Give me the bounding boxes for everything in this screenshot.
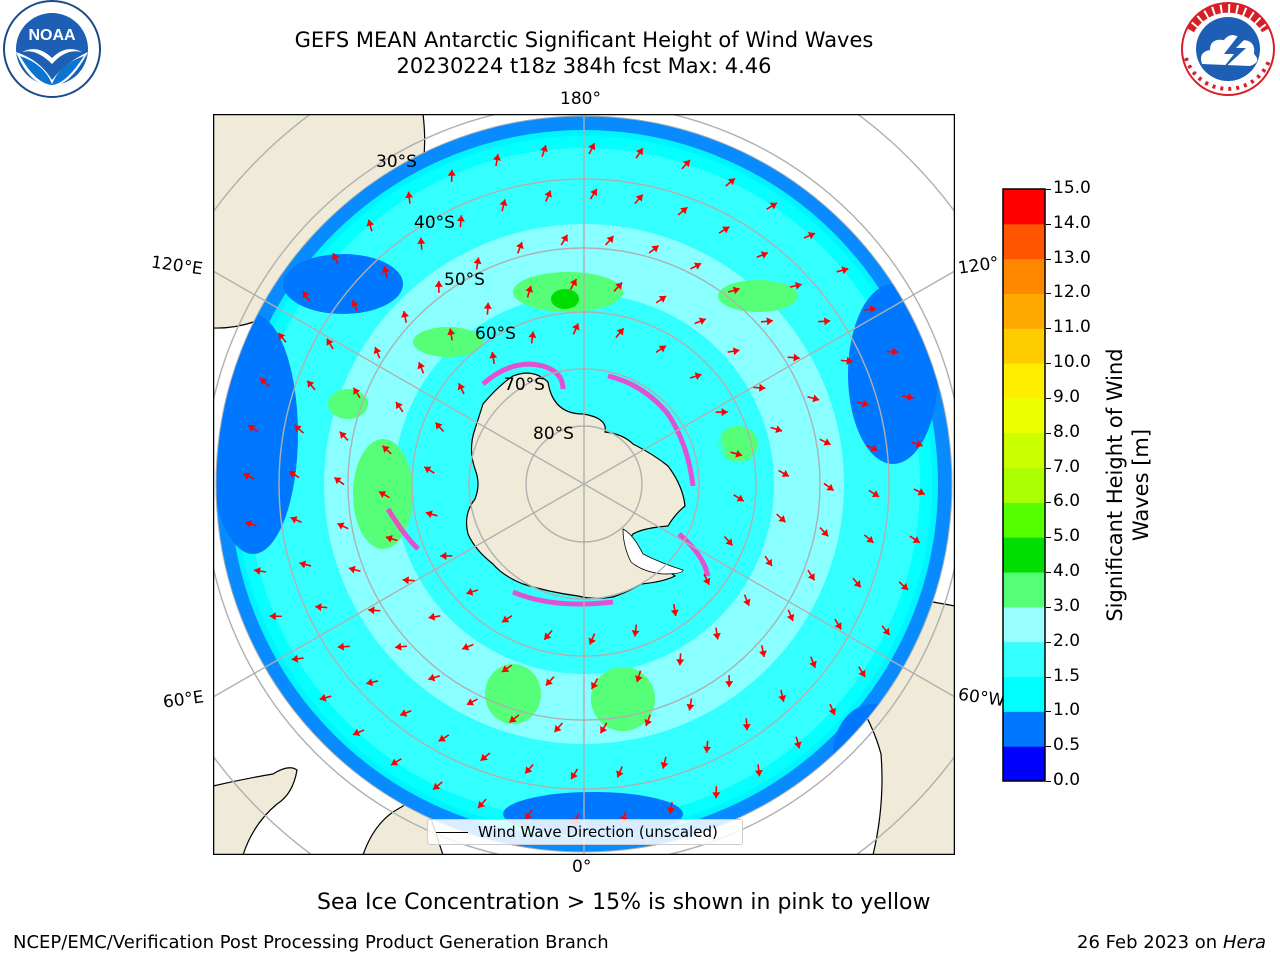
colorbar-tick-mark xyxy=(1046,572,1051,573)
nws-logo xyxy=(1176,0,1280,100)
colorbar-tick-label: 14.0 xyxy=(1053,213,1113,233)
colorbar-bin xyxy=(1003,224,1045,259)
colorbar-tick-label: 0.0 xyxy=(1053,770,1113,790)
footer-host: Hera xyxy=(1223,932,1266,953)
colorbar-bin xyxy=(1003,328,1045,363)
colorbar-tick-label: 15.0 xyxy=(1053,178,1113,198)
colorbar-bin xyxy=(1003,746,1045,781)
colorbar-tick-mark xyxy=(1046,502,1051,503)
colorbar-bin xyxy=(1003,677,1045,712)
lon-label-0: 0° xyxy=(572,857,591,877)
colorbar-tick-mark xyxy=(1046,781,1051,782)
colorbar-bin xyxy=(1003,642,1045,677)
colorbar-tick-mark xyxy=(1046,328,1051,329)
footer-right: 26 Feb 2023 on Hera xyxy=(1077,932,1266,953)
colorbar-tick-mark xyxy=(1046,677,1051,678)
polar-map xyxy=(213,114,955,855)
colorbar-bin xyxy=(1003,537,1045,572)
colorbar-bin xyxy=(1003,711,1045,746)
colorbar-bin xyxy=(1003,572,1045,607)
legend-line-sample xyxy=(436,832,468,833)
colorbar-tick-mark xyxy=(1046,468,1051,469)
colorbar-tick-label: 1.0 xyxy=(1053,700,1113,720)
colorbar-tick-mark xyxy=(1046,259,1051,260)
lat-label-60s: 60°S xyxy=(475,324,516,344)
chart-subtitle-forecast: 20230224 t18z 384h fcst Max: 4.46 xyxy=(0,53,1168,79)
lat-label-30s: 30°S xyxy=(376,152,417,172)
colorbar-tick-label: 0.5 xyxy=(1053,735,1113,755)
lon-label-60e: 60°E xyxy=(162,687,205,712)
colorbar xyxy=(1002,188,1046,782)
lat-label-50s: 50°S xyxy=(444,270,485,290)
colorbar-label: Significant Height of Wind Waves [m] xyxy=(1102,335,1154,635)
lat-label-40s: 40°S xyxy=(414,213,455,233)
colorbar-tick-mark xyxy=(1046,537,1051,538)
noaa-logo: NOAA xyxy=(0,0,104,100)
chart-title: GEFS MEAN Antarctic Significant Height o… xyxy=(0,27,1168,53)
colorbar-bin xyxy=(1003,189,1045,224)
colorbar-tick-mark xyxy=(1046,711,1051,712)
colorbar-tick-mark xyxy=(1046,607,1051,608)
lon-label-60w: 60°W xyxy=(957,685,1006,711)
colorbar-tick-mark xyxy=(1046,293,1051,294)
sea-ice-note: Sea Ice Concentration > 15% is shown in … xyxy=(317,890,931,915)
lat-label-80s: 80°S xyxy=(533,424,574,444)
colorbar-bin xyxy=(1003,293,1045,328)
lon-label-180: 180° xyxy=(560,89,601,109)
colorbar-tick-label: 12.0 xyxy=(1053,282,1113,302)
colorbar-tick-mark xyxy=(1046,189,1051,190)
colorbar-tick-mark xyxy=(1046,398,1051,399)
colorbar-tick-label: 1.5 xyxy=(1053,666,1113,686)
colorbar-bin xyxy=(1003,502,1045,537)
colorbar-bin xyxy=(1003,433,1045,468)
colorbar-tick-mark xyxy=(1046,363,1051,364)
colorbar-tick-label: 13.0 xyxy=(1053,248,1113,268)
map-legend: Wind Wave Direction (unscaled) xyxy=(427,819,743,845)
colorbar-bin xyxy=(1003,259,1045,294)
colorbar-bin xyxy=(1003,363,1045,398)
lon-label-120e: 120°E xyxy=(150,252,204,279)
colorbar-tick-mark xyxy=(1046,642,1051,643)
colorbar-tick-mark xyxy=(1046,224,1051,225)
lat-label-70s: 70°S xyxy=(504,375,545,395)
lon-label-120w: 120° xyxy=(957,253,1000,279)
footer-left: NCEP/EMC/Verification Post Processing Pr… xyxy=(13,932,609,953)
legend-text: Wind Wave Direction (unscaled) xyxy=(478,823,718,841)
colorbar-tick-mark xyxy=(1046,746,1051,747)
noaa-logo-text: NOAA xyxy=(28,27,76,44)
footer-date: 26 Feb 2023 on xyxy=(1077,932,1217,953)
colorbar-tick-mark xyxy=(1046,433,1051,434)
colorbar-bin xyxy=(1003,468,1045,503)
colorbar-bin xyxy=(1003,398,1045,433)
colorbar-bin xyxy=(1003,607,1045,642)
